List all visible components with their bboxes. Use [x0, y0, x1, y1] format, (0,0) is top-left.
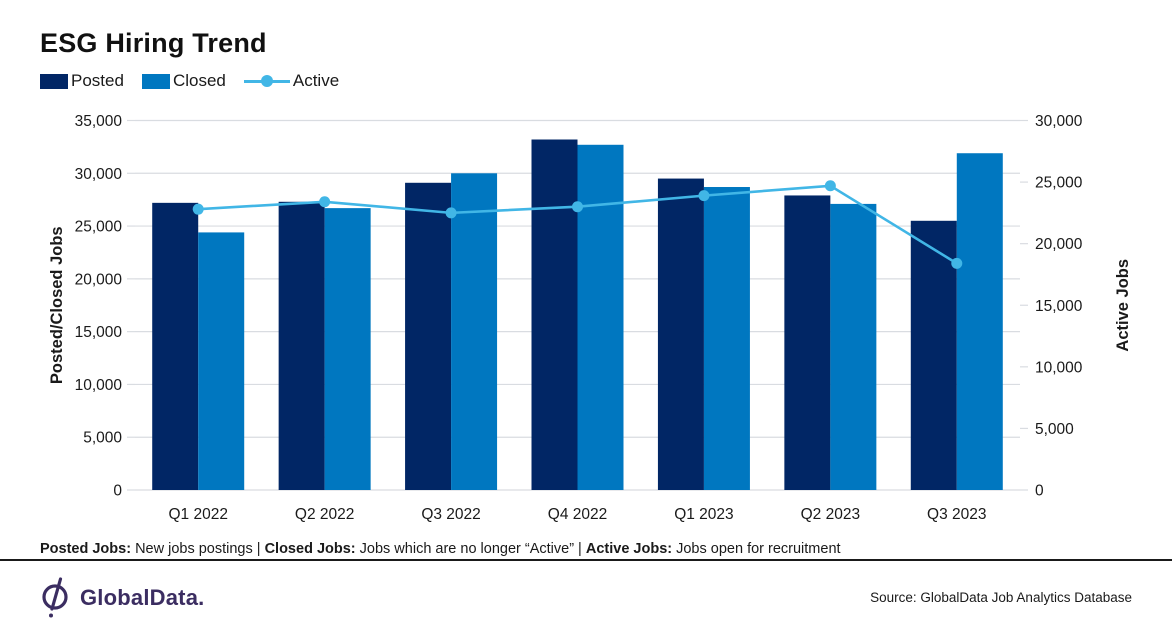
- globaldata-logo-icon: [42, 576, 68, 617]
- definition-term: Posted Jobs:: [40, 541, 132, 557]
- legend-label-posted: Posted: [71, 71, 124, 90]
- globaldata-logo: GlobalData.: [40, 576, 205, 619]
- right-axis-tick-label: 20,000: [1035, 236, 1083, 253]
- bar-closed-0: [198, 232, 245, 491]
- right-axis-tick-label: 10,000: [1035, 359, 1083, 376]
- left-axis-tick-label: 20,000: [75, 271, 123, 288]
- x-axis-label: Q2 2023: [801, 506, 860, 523]
- left-axis-title: Posted/Closed Jobs: [48, 226, 66, 384]
- left-axis-tick-label: 10,000: [75, 377, 123, 394]
- right-axis-tick-label: 25,000: [1035, 175, 1083, 192]
- left-axis-tick-label: 0: [113, 483, 122, 500]
- legend-item-closed: Closed: [141, 71, 226, 91]
- x-axis-label: Q4 2022: [548, 506, 607, 523]
- posted-swatch-icon: [40, 73, 68, 89]
- left-axis-tick-label: 30,000: [75, 166, 123, 183]
- definition-term: Closed Jobs:: [264, 541, 356, 557]
- legend: Posted Closed Active: [40, 71, 339, 91]
- definition-text: Jobs open for recruitment: [672, 541, 841, 557]
- page-title: ESG Hiring Trend: [40, 28, 267, 58]
- active-point-4: [698, 190, 710, 202]
- right-axis-title: Active Jobs: [1114, 259, 1132, 352]
- bar-closed-5: [830, 203, 877, 490]
- bar-closed-2: [451, 173, 498, 491]
- right-axis-tick-label: 0: [1035, 483, 1044, 500]
- legend-label-closed: Closed: [172, 71, 226, 90]
- right-axis-tick-label: 5,000: [1035, 421, 1074, 438]
- active-point-0: [192, 203, 204, 215]
- x-axis-label: Q3 2022: [421, 506, 480, 523]
- definition-text: New jobs postings |: [131, 541, 265, 557]
- active-point-1: [319, 196, 331, 208]
- left-axis-tick-label: 35,000: [75, 113, 123, 130]
- definition-text: Jobs which are no longer “Active” |: [355, 541, 586, 557]
- bar-posted-5: [784, 195, 831, 490]
- bar-posted-0: [152, 202, 199, 491]
- x-axis-label: Q1 2023: [674, 506, 733, 523]
- bar-posted-3: [531, 139, 578, 490]
- divider-line: [0, 559, 1172, 561]
- active-line: [198, 184, 958, 265]
- bar-closed-1: [324, 208, 371, 491]
- active-point-2: [445, 207, 457, 219]
- x-axis-label: Q2 2022: [295, 506, 354, 523]
- left-axis-tick-label: 5,000: [83, 430, 122, 447]
- bar-posted-2: [405, 182, 452, 490]
- bar-posted-4: [657, 178, 704, 491]
- legend-label-active: Active: [292, 71, 340, 90]
- bar-posted-1: [278, 201, 325, 491]
- active-line-marker-icon: [243, 74, 290, 89]
- source-text: Source: GlobalData Job Analytics Databas…: [870, 590, 1132, 605]
- x-axis-label: Q3 2023: [927, 506, 986, 523]
- left-axis-tick-label: 15,000: [75, 324, 123, 341]
- x-axis-label: Q1 2022: [168, 506, 227, 523]
- right-axis-tick-label: 15,000: [1035, 298, 1083, 315]
- active-point-5: [824, 180, 836, 192]
- legend-item-posted: Posted: [40, 71, 124, 91]
- bar-closed-6: [956, 153, 1003, 490]
- left-axis-tick-label: 25,000: [75, 219, 123, 236]
- bar-closed-4: [703, 187, 750, 490]
- right-axis-tick-label: 30,000: [1035, 113, 1083, 130]
- active-point-6: [951, 257, 963, 269]
- logo-text: GlobalData.: [80, 584, 205, 610]
- closed-swatch-icon: [141, 73, 170, 89]
- legend-item-active: Active: [243, 71, 340, 91]
- definition-term: Active Jobs:: [585, 541, 673, 557]
- active-point-3: [572, 201, 583, 213]
- bar-posted-6: [910, 220, 957, 491]
- footer: GlobalData. Source: GlobalData Job Analy…: [0, 561, 1172, 628]
- bar-closed-3: [577, 144, 624, 490]
- definitions-note: Posted Jobs: New jobs postings | Closed …: [40, 541, 1140, 557]
